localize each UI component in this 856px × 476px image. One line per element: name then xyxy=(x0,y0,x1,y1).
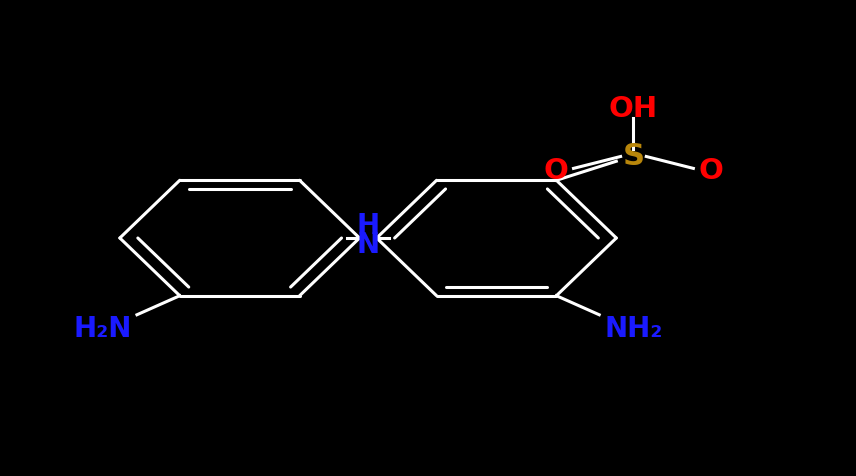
Text: H₂N: H₂N xyxy=(74,315,132,343)
Text: H: H xyxy=(356,212,380,240)
Text: O: O xyxy=(698,157,723,185)
Text: NH₂: NH₂ xyxy=(604,315,663,343)
Text: O: O xyxy=(544,157,569,185)
Text: OH: OH xyxy=(609,95,658,123)
Text: S: S xyxy=(622,142,645,171)
Text: N: N xyxy=(356,231,380,259)
